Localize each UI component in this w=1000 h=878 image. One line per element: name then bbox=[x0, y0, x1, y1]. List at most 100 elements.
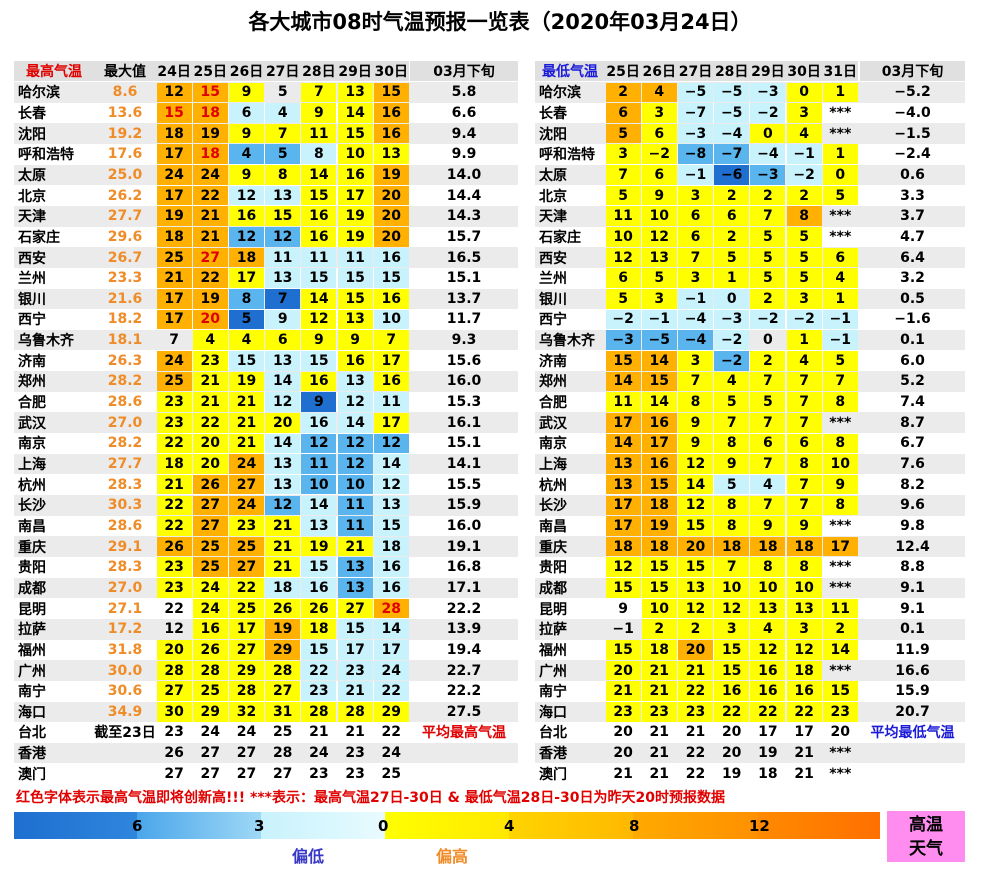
avg-value: 5.8 bbox=[451, 84, 477, 101]
city: 海口 bbox=[18, 704, 46, 721]
temp-cell: 13 bbox=[265, 185, 301, 206]
temp-cell: 21 bbox=[192, 371, 228, 392]
max-value: 27.7 bbox=[107, 208, 143, 225]
temp-cell: 0 bbox=[714, 289, 750, 309]
avg-value: 9.9 bbox=[451, 146, 477, 163]
avg-value: 14.3 bbox=[446, 208, 482, 225]
temp-cell: 9 bbox=[714, 454, 750, 474]
city: 合肥 bbox=[18, 395, 46, 412]
temp-cell: −1 bbox=[677, 165, 714, 185]
temp-cell: 8 bbox=[786, 454, 822, 474]
city: 哈尔滨 bbox=[539, 85, 581, 102]
city: 澳门 bbox=[18, 766, 46, 783]
temp-cell: 8 bbox=[822, 495, 858, 516]
temp-cell: −5 bbox=[714, 82, 750, 103]
avg-value: 9.8 bbox=[900, 517, 925, 534]
temp-cell: 16 bbox=[337, 165, 373, 185]
temp-cell: 23 bbox=[677, 702, 714, 722]
temp-cell: 13 bbox=[337, 557, 373, 578]
avg-value: 16.0 bbox=[446, 517, 482, 534]
header-cell: 28日 bbox=[713, 61, 750, 81]
temp-cell: 16 bbox=[641, 412, 677, 433]
temp-cell: 19 bbox=[301, 536, 337, 557]
avg-value: 16.5 bbox=[446, 249, 482, 266]
temp-cell: 13 bbox=[265, 474, 301, 495]
temp-cell: 17 bbox=[605, 516, 641, 536]
temp-cell: 17 bbox=[373, 640, 409, 660]
temp-cell: 14 bbox=[605, 433, 641, 454]
city: 重庆 bbox=[539, 539, 567, 556]
temp-cell: 8 bbox=[750, 557, 786, 578]
temp-cell: 2 bbox=[641, 619, 677, 640]
temp-cell: −8 bbox=[677, 144, 714, 165]
temp-cell: 17 bbox=[373, 350, 409, 371]
temp-cell: −2 bbox=[641, 144, 677, 165]
temp-cell: *** bbox=[829, 662, 852, 679]
temp-cell: 18 bbox=[750, 536, 786, 557]
header-cell: 03月下旬 bbox=[410, 61, 518, 81]
avg-value: 16.0 bbox=[446, 373, 482, 390]
temp-cell: 12 bbox=[373, 433, 409, 454]
city: 沈阳 bbox=[539, 126, 567, 143]
avg-value: 13.7 bbox=[446, 290, 482, 307]
temp-cell: −1 bbox=[786, 144, 822, 165]
temp-cell: 17 bbox=[373, 412, 409, 433]
header-cell: 29日 bbox=[337, 61, 374, 81]
max-value: 18.2 bbox=[107, 311, 143, 328]
max-value: 27.1 bbox=[107, 600, 143, 617]
temp-cell: 8 bbox=[228, 289, 265, 309]
city: 广州 bbox=[18, 663, 46, 680]
temp-cell: 17 bbox=[337, 185, 373, 206]
max-value: 26.7 bbox=[107, 249, 143, 266]
temp-cell: 23 bbox=[156, 557, 192, 578]
temp-cell: 5 bbox=[605, 185, 641, 206]
legend-segment bbox=[385, 812, 509, 839]
header-cell: 26日 bbox=[641, 61, 678, 81]
temp-cell: 24 bbox=[192, 165, 228, 185]
row-bg bbox=[535, 742, 965, 764]
temp-cell: *** bbox=[829, 104, 852, 121]
city: 武汉 bbox=[18, 415, 46, 432]
temp-cell: 23 bbox=[641, 702, 677, 722]
temp-cell: 7 bbox=[301, 82, 337, 103]
temp-cell: 27 bbox=[228, 474, 265, 495]
temp-cell: 4 bbox=[786, 123, 822, 144]
temp-cell: −6 bbox=[714, 165, 750, 185]
city: 银川 bbox=[539, 291, 567, 308]
temp-cell: 22 bbox=[164, 600, 184, 617]
header-cell: 31日 bbox=[822, 61, 859, 81]
legend-label: 12 bbox=[749, 817, 770, 835]
temp-cell: 15 bbox=[641, 371, 677, 392]
temp-cell: 24 bbox=[236, 724, 257, 741]
avg-value: 4.7 bbox=[900, 228, 925, 245]
temp-cell: 3 bbox=[714, 619, 750, 640]
city: 上海 bbox=[18, 457, 46, 473]
avg-value: 20.7 bbox=[895, 703, 930, 720]
avg-value: 19.4 bbox=[446, 641, 482, 658]
max-value: 29.1 bbox=[107, 538, 143, 555]
legend-label: 6 bbox=[132, 817, 143, 835]
temp-cell: 3 bbox=[786, 619, 822, 640]
temp-cell: 15 bbox=[373, 516, 409, 536]
temp-cell: 27 bbox=[228, 640, 265, 660]
temp-cell: 22 bbox=[301, 660, 337, 681]
temp-cell: 21 bbox=[685, 724, 706, 741]
temp-cell: 28 bbox=[272, 745, 293, 762]
avg-value: 9.3 bbox=[451, 332, 477, 349]
temp-cell: 1 bbox=[786, 330, 822, 350]
temp-cell: 16 bbox=[373, 103, 409, 123]
temp-cell: 26 bbox=[192, 640, 228, 660]
temp-cell: 8 bbox=[714, 495, 750, 516]
temp-cell: 22 bbox=[750, 702, 786, 722]
temp-cell: 21 bbox=[345, 724, 365, 741]
temp-cell: 19 bbox=[721, 765, 742, 782]
temp-cell: 6 bbox=[605, 103, 641, 123]
temp-cell: 12 bbox=[337, 392, 373, 412]
temp-cell: 9 bbox=[301, 103, 337, 123]
header-cell: 29日 bbox=[749, 61, 786, 81]
avg-value: 5.2 bbox=[900, 373, 925, 390]
temp-cell: 5 bbox=[714, 247, 750, 268]
temp-cell: 8 bbox=[786, 206, 822, 227]
temp-cell: 16 bbox=[301, 412, 337, 433]
temp-cell: 23 bbox=[309, 765, 329, 782]
